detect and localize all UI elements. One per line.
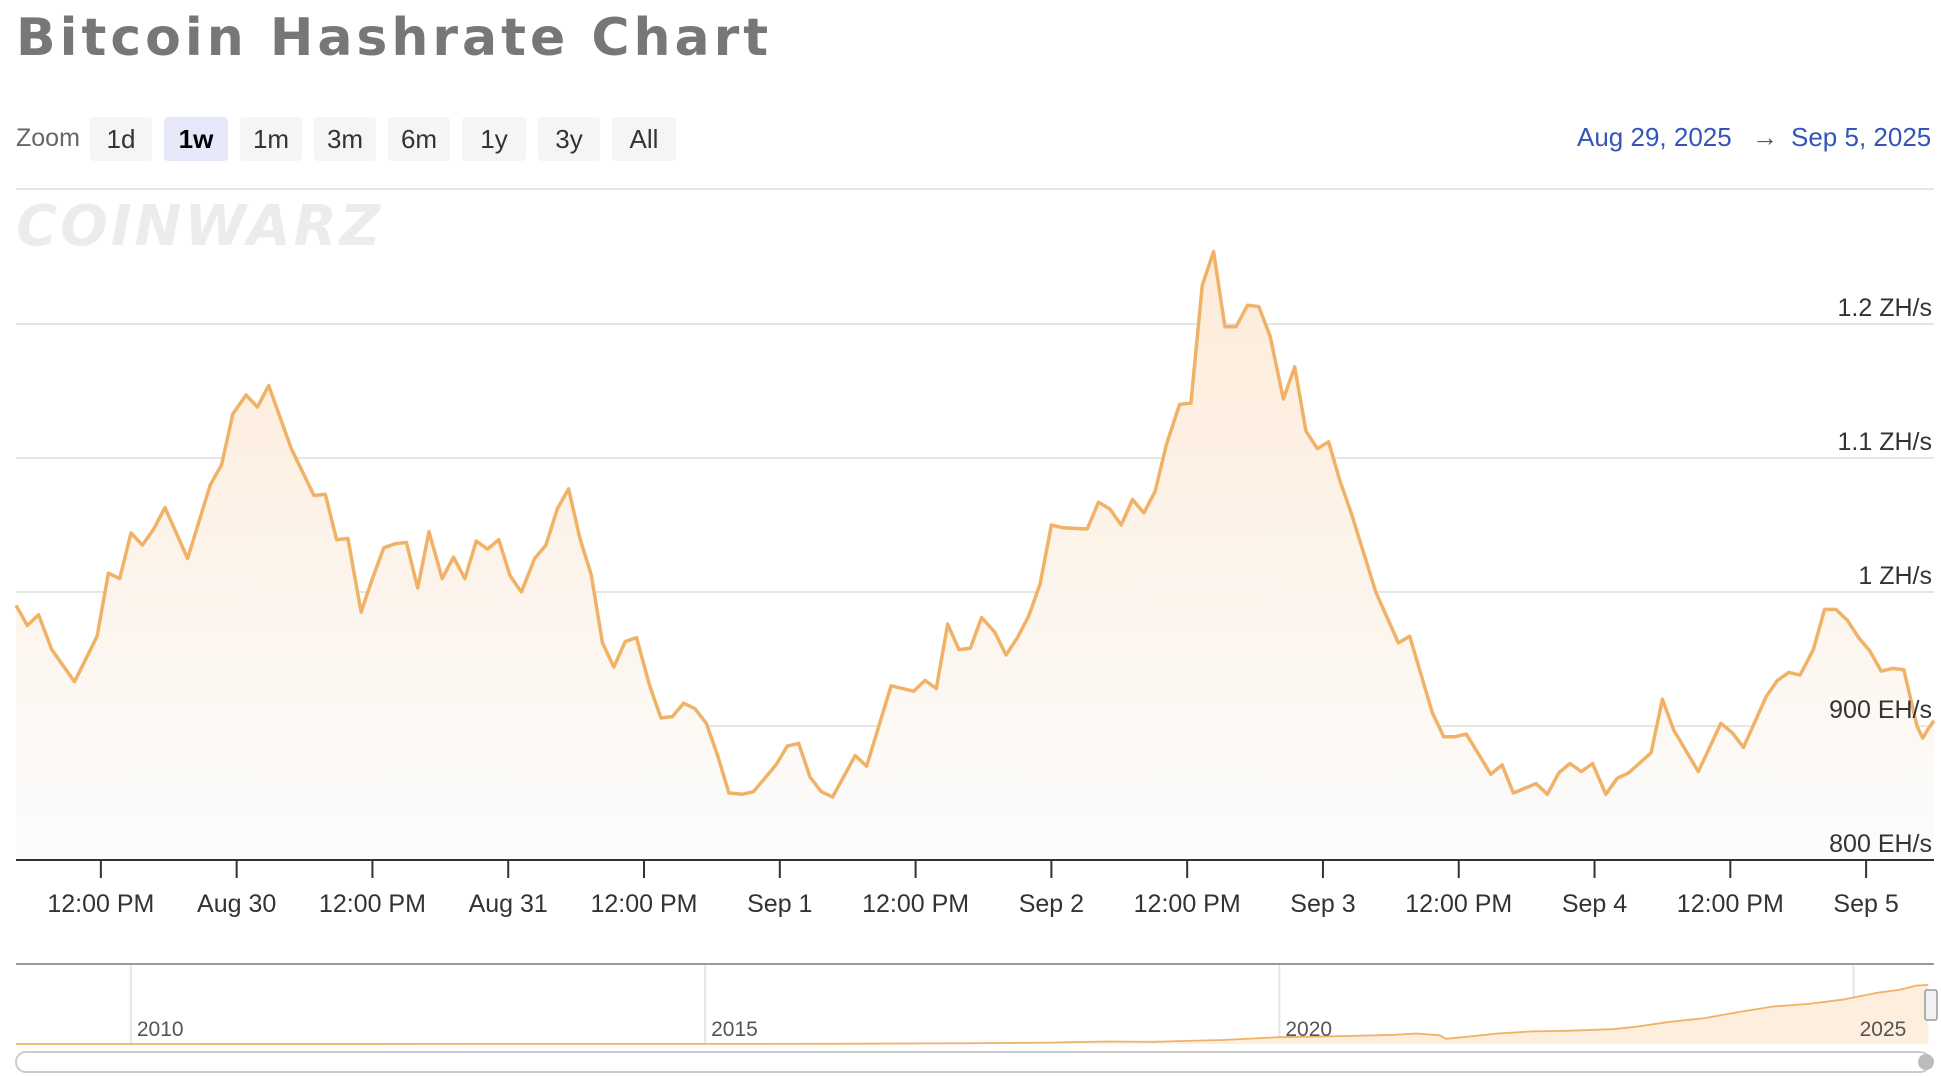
x-tick-label: Aug 31 <box>469 890 548 918</box>
y-tick-label: 1 ZH/s <box>1858 562 1932 590</box>
zoom-label: Zoom <box>16 124 80 152</box>
navigator-year-label: 2010 <box>137 1018 184 1041</box>
range-start-date[interactable]: Aug 29, 2025 <box>1577 122 1732 152</box>
navigator-year-label: 2015 <box>711 1018 758 1041</box>
scrollbar-end-knob[interactable] <box>1918 1054 1934 1070</box>
page-title: Bitcoin Hashrate Chart <box>16 8 773 68</box>
x-tick-label: 12:00 PM <box>862 890 969 918</box>
x-tick-label: 12:00 PM <box>1134 890 1241 918</box>
navigator-year-labels: 2010 2015 2020 2025 <box>137 1018 1906 1041</box>
zoom-1w-button[interactable]: 1w <box>164 117 228 161</box>
y-tick-label: 800 EH/s <box>1829 830 1932 858</box>
navigator-area <box>16 984 1929 1044</box>
y-tick-label: 1.2 ZH/s <box>1838 294 1932 322</box>
zoom-1m-button[interactable]: 1m <box>240 117 302 161</box>
range-end-date[interactable]: Sep 5, 2025 <box>1791 122 1932 152</box>
range-arrow-icon: → <box>1752 122 1778 152</box>
navigator[interactable]: 2010 2015 2020 2025 <box>15 963 1938 1045</box>
x-tick-label: Aug 30 <box>197 890 276 918</box>
coinwarz-watermark-logo: COINWARZ <box>16 194 384 259</box>
hashrate-line <box>14 249 1936 799</box>
x-tick-label: 12:00 PM <box>1405 890 1512 918</box>
x-tick-label: 12:00 PM <box>1677 890 1784 918</box>
x-tick-label: Sep 3 <box>1290 890 1355 918</box>
x-axis-ticks: 12:00 PM Aug 30 12:00 PM Aug 31 12:00 PM Sep … <box>47 860 1899 918</box>
navigator-year-label: 2020 <box>1285 1018 1332 1041</box>
zoom-6m-button[interactable]: 6m <box>388 117 450 161</box>
x-tick-label: Sep 1 <box>747 890 812 918</box>
zoom-1d-button[interactable]: 1d <box>90 117 152 161</box>
y-axis-labels: 800 EH/s 900 EH/s 1 ZH/s 1.1 ZH/s 1.2 ZH/s <box>1829 294 1932 858</box>
x-tick-label: 12:00 PM <box>591 890 698 918</box>
zoom-3y-button[interactable]: 3y <box>538 117 600 161</box>
y-tick-label: 900 EH/s <box>1829 696 1932 724</box>
chart-top-rule <box>16 188 1934 190</box>
zoom-1y-button[interactable]: 1y <box>462 117 526 161</box>
zoom-all-button[interactable]: All <box>612 117 676 161</box>
x-tick-label: 12:00 PM <box>319 890 426 918</box>
x-tick-label: Sep 2 <box>1019 890 1084 918</box>
x-tick-label: 12:00 PM <box>47 890 154 918</box>
hashrate-area <box>16 251 1934 861</box>
x-tick-label: Sep 4 <box>1562 890 1627 918</box>
x-tick-label: Sep 5 <box>1833 890 1898 918</box>
navigator-year-label: 2025 <box>1860 1018 1907 1041</box>
navigator-scrollbar[interactable] <box>15 1051 1931 1073</box>
y-tick-label: 1.1 ZH/s <box>1838 428 1932 456</box>
navigator-range-handle[interactable] <box>1924 989 1938 1021</box>
zoom-3m-button[interactable]: 3m <box>314 117 376 161</box>
navigator-line <box>15 984 1929 1045</box>
